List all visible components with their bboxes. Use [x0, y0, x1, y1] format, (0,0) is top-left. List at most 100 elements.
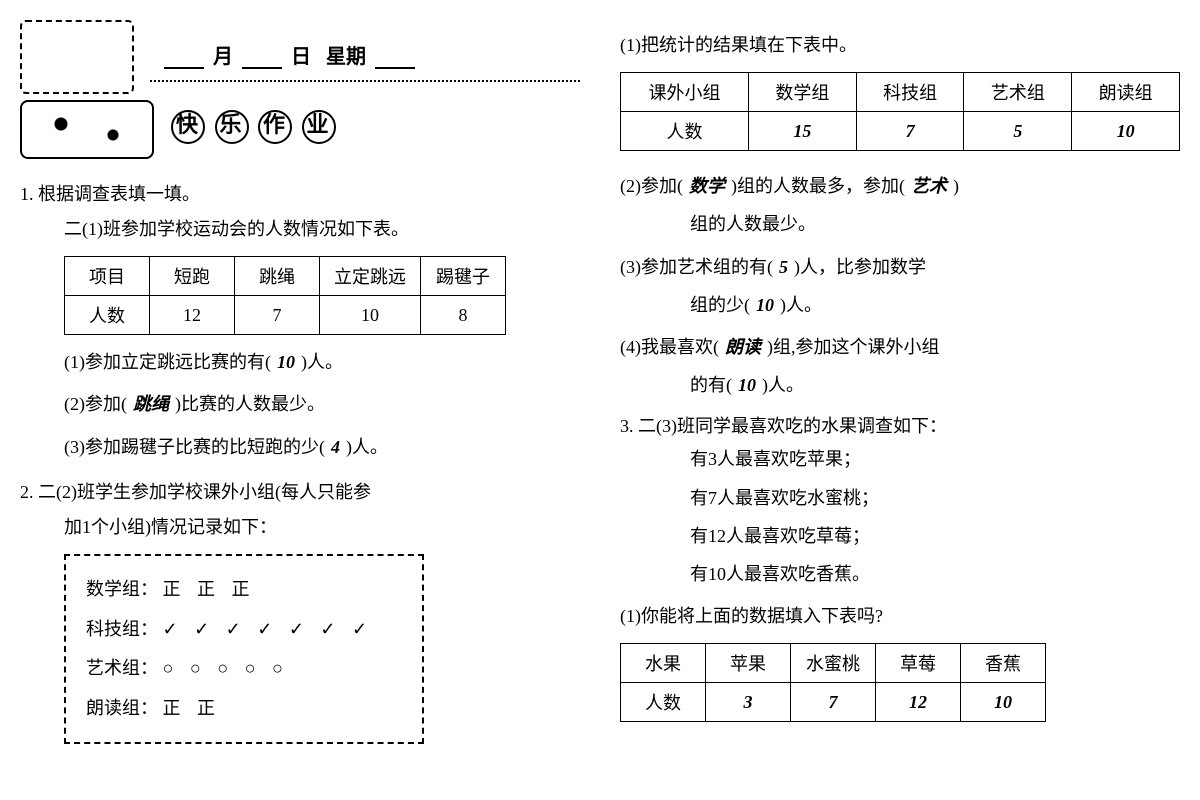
q2-s3-line2: 组的少(10)人。	[620, 288, 1180, 322]
q2-sub3: (3)参加艺术组的有(5)人，比参加数学	[620, 250, 1180, 284]
banner: 快 乐 作 业	[170, 110, 337, 144]
q3-l1: 有3人最喜欢吃苹果；	[620, 442, 1180, 476]
tally-math-label: 数学组：	[86, 579, 158, 599]
q3-table: 水果 苹果 水蜜桃 草莓 香蕉 人数 3 7 12 10	[620, 643, 1046, 722]
tally-row-art: 艺术组： ○ ○ ○ ○ ○	[86, 649, 402, 689]
q2-th: 课外小组	[621, 73, 749, 112]
q2-s4-l2a: 的有(	[690, 375, 732, 395]
q2-cell: 10	[1072, 112, 1180, 151]
table-row: 人数 15 7 5 10	[621, 112, 1180, 151]
day-blank[interactable]	[242, 47, 282, 69]
q1-th: 跳绳	[235, 257, 320, 296]
q2-s3-ans2: 10	[750, 295, 780, 315]
q1-cell: 8	[421, 296, 506, 335]
q2-s3-l2b: )人。	[780, 295, 822, 315]
q2-s3-l2a: 组的少(	[690, 295, 750, 315]
q1-intro: 二(1)班参加学校运动会的人数情况如下表。	[20, 212, 580, 246]
q1-th: 短跑	[150, 257, 235, 296]
q2-s2-c: )	[953, 176, 959, 196]
q2-s3-b: )人，比参加数学	[794, 257, 926, 277]
decoration-pencil	[20, 100, 154, 159]
q3-l2: 有7人最喜欢吃水蜜桃；	[620, 481, 1180, 515]
weekday-label: 星期	[326, 46, 366, 68]
q2-s4-b: )组,参加这个课外小组	[767, 337, 940, 357]
q2-s2-b: )组的人数最多，参加(	[731, 176, 905, 196]
q3-cell: 10	[961, 683, 1046, 722]
q1-s3-text: (3)参加踢毽子比赛的比短跑的少(	[64, 437, 325, 457]
weekday-blank[interactable]	[375, 47, 415, 69]
tally-row-tech: 科技组： ✓ ✓ ✓ ✓ ✓ ✓ ✓	[86, 610, 402, 650]
q2-th: 数学组	[749, 73, 857, 112]
q3-th: 水蜜桃	[791, 644, 876, 683]
decoration-cat	[20, 20, 134, 94]
q2-s4-ans2: 10	[732, 375, 762, 395]
q1-s3-tail: )人。	[346, 437, 388, 457]
tally-art-marks: ○ ○ ○ ○ ○	[163, 658, 289, 678]
q2-table: 课外小组 数学组 科技组 艺术组 朗读组 人数 15 7 5 10	[620, 72, 1180, 151]
q3-title: 二(3)班同学最喜欢吃的水果调查如下：	[638, 416, 947, 436]
q2-cell: 5	[964, 112, 1072, 151]
banner-char: 乐	[215, 110, 249, 144]
q1-table: 项目 短跑 跳绳 立定跳远 踢毽子 人数 12 7 10 8	[64, 256, 506, 335]
q2-number: 2.	[20, 482, 34, 502]
q2-s2-a: (2)参加(	[620, 176, 683, 196]
table-row: 课外小组 数学组 科技组 艺术组 朗读组	[621, 73, 1180, 112]
question-3: 3. 二(3)班同学最喜欢吃的水果调查如下： 有3人最喜欢吃苹果； 有7人最喜欢…	[620, 412, 1180, 732]
q2-row-label: 人数	[621, 112, 749, 151]
tally-math-marks: 正 正 正	[163, 579, 256, 599]
question-2: 2. 二(2)班学生参加学校课外小组(每人只能参 加1个小组)情况记录如下： 数…	[20, 478, 580, 745]
q2-s3-a: (3)参加艺术组的有(	[620, 257, 773, 277]
q2-th: 艺术组	[964, 73, 1072, 112]
q1-s1-answer: 10	[271, 352, 301, 372]
question-1: 1. 根据调查表填一填。 二(1)班参加学校运动会的人数情况如下表。 项目 短跑…	[20, 180, 580, 464]
q3-l4: 有10人最喜欢吃香蕉。	[620, 557, 1180, 591]
tally-card: 数学组： 正 正 正 科技组： ✓ ✓ ✓ ✓ ✓ ✓ ✓ 艺术组： ○ ○ ○…	[64, 554, 424, 744]
month-label: 月	[213, 46, 233, 68]
q2-cell: 7	[856, 112, 964, 151]
tally-row-math: 数学组： 正 正 正	[86, 570, 402, 610]
q3-th: 水果	[621, 644, 706, 683]
q3-l3: 有12人最喜欢吃草莓；	[620, 519, 1180, 553]
q3-cell: 12	[876, 683, 961, 722]
tally-tech-marks: ✓ ✓ ✓ ✓ ✓ ✓ ✓	[163, 619, 374, 639]
q2-s3-ans1: 5	[773, 257, 794, 277]
tally-tech-label: 科技组：	[86, 619, 158, 639]
banner-char: 业	[302, 110, 336, 144]
q3-s1: (1)你能将上面的数据填入下表吗?	[620, 599, 1180, 633]
q1-cell: 12	[150, 296, 235, 335]
q3-th: 香蕉	[961, 644, 1046, 683]
q1-th: 踢毽子	[421, 257, 506, 296]
tally-row-read: 朗读组： 正 正	[86, 689, 402, 729]
month-blank[interactable]	[164, 47, 204, 69]
q1-sub1: (1)参加立定跳远比赛的有(10)人。	[20, 345, 580, 379]
q2-sub2: (2)参加(数学)组的人数最多，参加(艺术)	[620, 169, 1180, 203]
date-line: 月 日 星期	[160, 40, 419, 69]
q2-s4-line2: 的有(10)人。	[620, 368, 1180, 402]
tally-art-label: 艺术组：	[86, 658, 158, 678]
table-row: 人数 12 7 10 8	[65, 296, 506, 335]
table-row: 水果 苹果 水蜜桃 草莓 香蕉	[621, 644, 1046, 683]
q1-s1-tail: )人。	[301, 352, 343, 372]
tally-read-label: 朗读组：	[86, 698, 158, 718]
q1-number: 1.	[20, 184, 34, 204]
q2-s2-ans1: 数学	[683, 176, 731, 196]
q2-line1: 二(2)班学生参加学校课外小组(每人只能参	[38, 482, 371, 502]
tally-read-marks: 正 正	[163, 698, 222, 718]
q2-s4-l2b: )人。	[762, 375, 804, 395]
page-header: 月 日 星期 快 乐 作 业	[20, 20, 580, 170]
q3-row-label: 人数	[621, 683, 706, 722]
q2-s2-line2: 组的人数最少。	[620, 207, 1180, 241]
q1-row-label: 人数	[65, 296, 150, 335]
q2-line2: 加1个小组)情况记录如下：	[20, 510, 580, 544]
q3-cell: 7	[791, 683, 876, 722]
day-label: 日	[291, 46, 311, 68]
q1-s2-tail: )比赛的人数最少。	[175, 394, 325, 414]
q1-s3-answer: 4	[325, 437, 346, 457]
banner-char: 快	[171, 110, 205, 144]
q2-s1: (1)把统计的结果填在下表中。	[620, 28, 1180, 62]
q2-sub4: (4)我最喜欢(朗读)组,参加这个课外小组	[620, 330, 1180, 364]
table-row: 项目 短跑 跳绳 立定跳远 踢毽子	[65, 257, 506, 296]
q3-th: 草莓	[876, 644, 961, 683]
q1-th: 项目	[65, 257, 150, 296]
q3-cell: 3	[706, 683, 791, 722]
